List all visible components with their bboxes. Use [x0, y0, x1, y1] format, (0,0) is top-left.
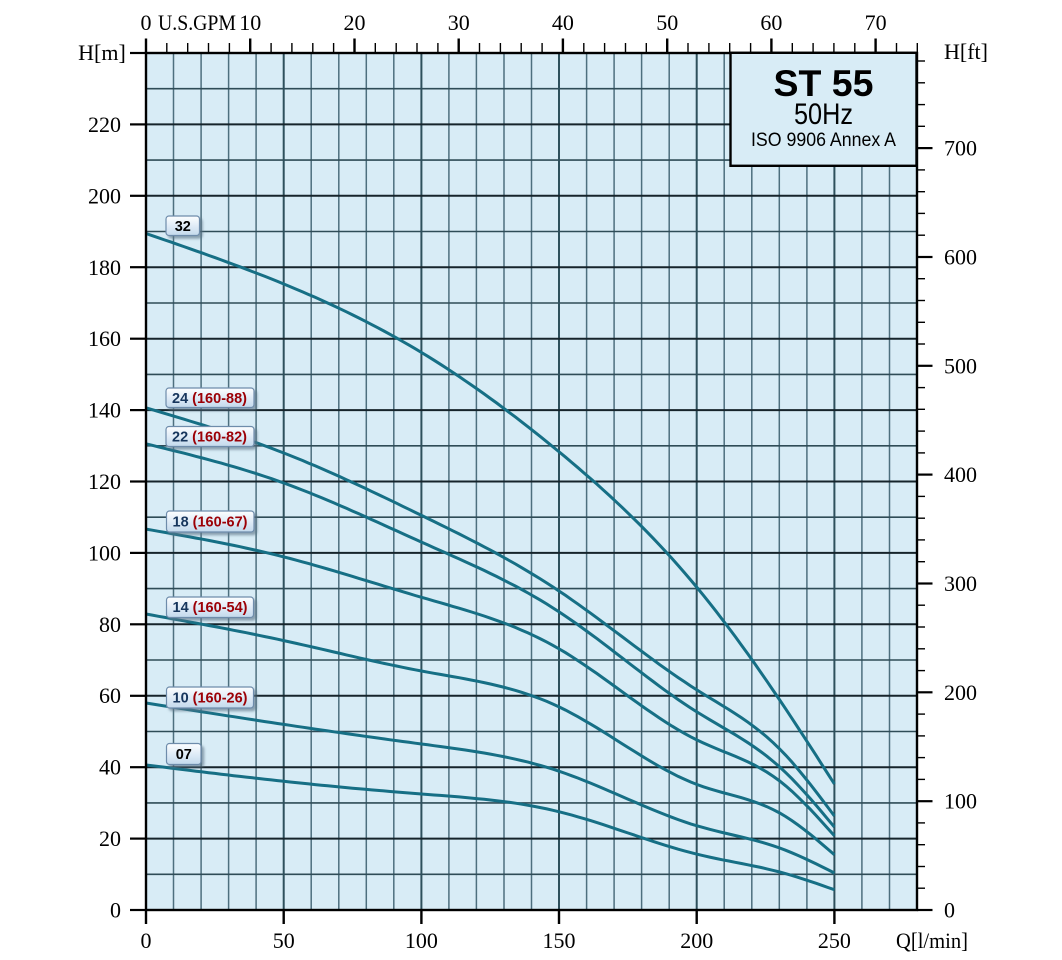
svg-text:H[m]: H[m]	[78, 40, 126, 65]
svg-text:100: 100	[944, 789, 977, 814]
svg-text:22 (160-82): 22 (160-82)	[172, 430, 247, 446]
svg-text:180: 180	[88, 255, 121, 280]
svg-text:100: 100	[88, 540, 121, 565]
svg-text:140: 140	[88, 398, 121, 423]
svg-text:200: 200	[680, 928, 713, 953]
svg-text:10 (160-26): 10 (160-26)	[173, 691, 248, 707]
svg-text:700: 700	[944, 136, 977, 161]
svg-text:18 (160-67): 18 (160-67)	[173, 515, 248, 531]
svg-text:60: 60	[99, 683, 121, 708]
svg-text:600: 600	[944, 245, 977, 270]
svg-text:40: 40	[552, 10, 574, 35]
svg-text:0: 0	[141, 928, 152, 953]
svg-text:24 (160-88): 24 (160-88)	[172, 391, 247, 407]
svg-text:32: 32	[175, 219, 191, 235]
svg-text:100: 100	[405, 928, 438, 953]
svg-text:Q[l/min]: Q[l/min]	[896, 928, 968, 953]
svg-text:60: 60	[760, 10, 782, 35]
svg-text:30: 30	[448, 10, 470, 35]
svg-text:70: 70	[865, 10, 887, 35]
svg-text:0: 0	[944, 898, 955, 923]
svg-text:50Hz: 50Hz	[794, 98, 853, 131]
svg-text:U.S.GPM: U.S.GPM	[158, 10, 236, 35]
svg-text:20: 20	[99, 826, 121, 851]
svg-text:120: 120	[88, 469, 121, 494]
svg-text:300: 300	[944, 571, 977, 596]
svg-text:500: 500	[944, 353, 977, 378]
svg-text:200: 200	[88, 183, 121, 208]
svg-text:07: 07	[176, 747, 192, 763]
svg-text:40: 40	[99, 755, 121, 780]
svg-text:0: 0	[141, 10, 152, 35]
svg-text:10: 10	[239, 10, 261, 35]
svg-text:400: 400	[944, 462, 977, 487]
svg-text:250: 250	[818, 928, 851, 953]
svg-text:50: 50	[273, 928, 295, 953]
svg-text:160: 160	[88, 326, 121, 351]
svg-text:150: 150	[543, 928, 576, 953]
svg-text:80: 80	[99, 612, 121, 637]
svg-text:0: 0	[110, 898, 121, 923]
svg-text:220: 220	[88, 112, 121, 137]
svg-text:200: 200	[944, 680, 977, 705]
svg-text:20: 20	[344, 10, 366, 35]
svg-text:ISO 9906 Annex A: ISO 9906 Annex A	[751, 129, 896, 151]
svg-text:ST 55: ST 55	[774, 63, 874, 104]
svg-text:H[ft]: H[ft]	[944, 39, 988, 64]
svg-text:14 (160-54): 14 (160-54)	[173, 600, 248, 616]
svg-text:50: 50	[656, 10, 678, 35]
